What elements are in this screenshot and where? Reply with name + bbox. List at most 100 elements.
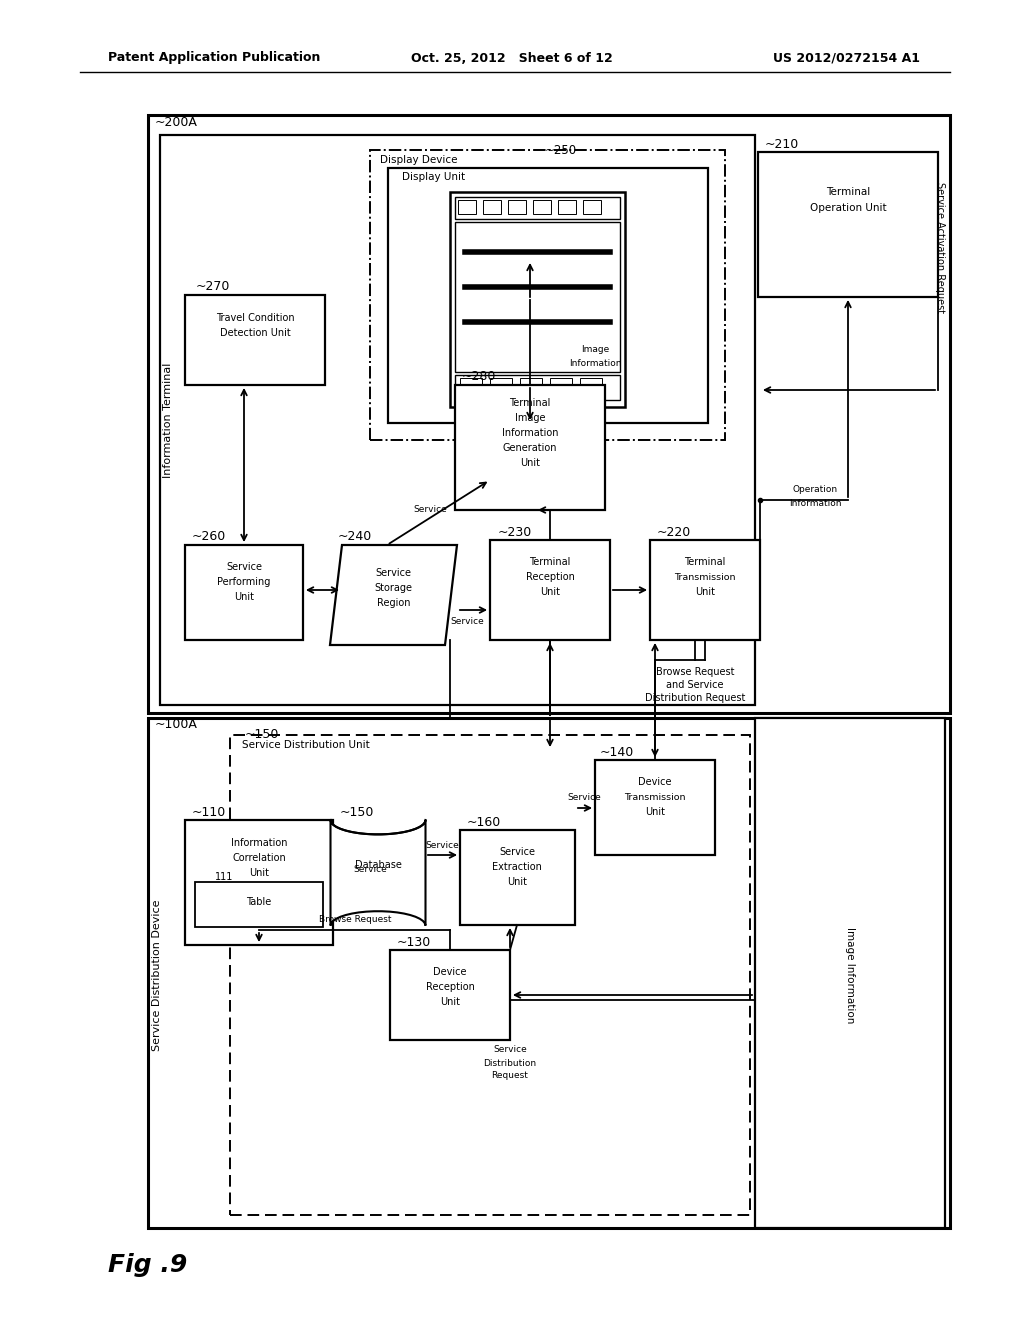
Text: Reception: Reception: [426, 982, 474, 993]
Text: Reception: Reception: [525, 572, 574, 582]
Text: Fig .9: Fig .9: [108, 1253, 187, 1276]
Text: Storage: Storage: [375, 583, 413, 593]
Text: ~100A: ~100A: [155, 718, 198, 730]
Text: Extraction: Extraction: [493, 862, 542, 873]
Text: ~260: ~260: [193, 531, 226, 544]
Text: Browse Request: Browse Request: [655, 667, 734, 677]
Bar: [148, 718, 950, 1228]
Text: Correlation: Correlation: [232, 853, 286, 863]
Text: Service: Service: [376, 568, 412, 578]
Bar: [583, 201, 601, 214]
Polygon shape: [331, 820, 426, 925]
Text: Information: Information: [230, 838, 288, 847]
Bar: [483, 201, 501, 214]
Text: ~250: ~250: [545, 144, 578, 157]
Text: Patent Application Publication: Patent Application Publication: [108, 51, 321, 65]
Text: Image: Image: [515, 413, 545, 422]
Bar: [758, 152, 938, 297]
Text: Unit: Unit: [440, 997, 460, 1007]
Text: Service: Service: [425, 841, 459, 850]
Text: Display Unit: Display Unit: [402, 172, 465, 182]
Text: ~230: ~230: [498, 525, 532, 539]
Text: ~150: ~150: [245, 729, 280, 742]
Bar: [450, 191, 625, 407]
Text: Browse Request: Browse Request: [318, 916, 391, 924]
Text: Transmission: Transmission: [674, 573, 736, 582]
Bar: [185, 294, 325, 385]
Text: ~280: ~280: [462, 371, 497, 384]
Text: ~270: ~270: [196, 281, 230, 293]
Text: Unit: Unit: [507, 876, 527, 887]
Bar: [595, 760, 715, 855]
Text: Device: Device: [638, 777, 672, 787]
Bar: [580, 378, 602, 396]
Text: Operation Unit: Operation Unit: [810, 203, 887, 213]
Text: Service Distribution Unit: Service Distribution Unit: [242, 741, 370, 750]
Bar: [185, 820, 333, 945]
Text: and Service: and Service: [667, 680, 724, 690]
Bar: [390, 950, 510, 1040]
Text: Service: Service: [226, 562, 262, 572]
Text: 111: 111: [215, 873, 233, 882]
Text: Terminal: Terminal: [826, 187, 870, 197]
Text: ~240: ~240: [338, 531, 373, 544]
Text: Device: Device: [433, 968, 467, 977]
Bar: [458, 201, 476, 214]
Bar: [455, 197, 620, 219]
Text: Travel Condition: Travel Condition: [216, 313, 294, 323]
Text: ~150: ~150: [340, 805, 375, 818]
Bar: [650, 540, 760, 640]
Text: Information Terminal: Information Terminal: [163, 362, 173, 478]
Text: Information: Information: [788, 499, 842, 507]
Text: Service: Service: [413, 506, 446, 515]
Text: Unit: Unit: [520, 458, 540, 469]
Bar: [508, 201, 526, 214]
Text: Database: Database: [354, 861, 401, 870]
Bar: [520, 378, 542, 396]
Text: Terminal: Terminal: [529, 557, 570, 568]
Text: Service Distribution Device: Service Distribution Device: [152, 899, 162, 1051]
Bar: [558, 201, 575, 214]
Text: Service: Service: [451, 618, 484, 627]
Text: Transmission: Transmission: [625, 792, 686, 801]
Text: Performing: Performing: [217, 577, 270, 587]
Text: ~200A: ~200A: [155, 116, 198, 128]
Text: Unit: Unit: [645, 807, 665, 817]
Polygon shape: [330, 545, 457, 645]
Bar: [148, 115, 950, 713]
Text: Service: Service: [353, 866, 387, 874]
Text: Generation: Generation: [503, 444, 557, 453]
Bar: [460, 378, 482, 396]
Text: Service: Service: [499, 847, 535, 857]
Text: Unit: Unit: [249, 869, 269, 878]
Text: ~210: ~210: [765, 139, 800, 152]
Bar: [490, 378, 512, 396]
Text: Service: Service: [494, 1045, 527, 1055]
Bar: [455, 375, 620, 400]
Text: Operation: Operation: [793, 486, 838, 495]
Bar: [455, 385, 605, 510]
Text: ~160: ~160: [467, 816, 502, 829]
Text: US 2012/0272154 A1: US 2012/0272154 A1: [773, 51, 920, 65]
Text: Distribution Request: Distribution Request: [645, 693, 745, 704]
Text: ~220: ~220: [657, 525, 691, 539]
Text: Image Information: Image Information: [845, 927, 855, 1023]
Text: ~110: ~110: [193, 805, 226, 818]
Bar: [388, 168, 708, 422]
Text: Information: Information: [568, 359, 622, 367]
Text: Unit: Unit: [234, 591, 254, 602]
Bar: [755, 718, 945, 1228]
Bar: [460, 830, 575, 925]
Text: Service Activation Request: Service Activation Request: [935, 182, 945, 314]
Bar: [230, 735, 750, 1214]
Text: Table: Table: [247, 898, 271, 907]
Text: Information: Information: [502, 428, 558, 438]
Bar: [195, 882, 323, 927]
Text: ~130: ~130: [397, 936, 431, 949]
Bar: [490, 540, 610, 640]
Text: Terminal: Terminal: [509, 399, 551, 408]
Text: Image: Image: [581, 346, 609, 355]
Bar: [455, 222, 620, 372]
Text: ~140: ~140: [600, 746, 634, 759]
Text: Oct. 25, 2012   Sheet 6 of 12: Oct. 25, 2012 Sheet 6 of 12: [411, 51, 613, 65]
